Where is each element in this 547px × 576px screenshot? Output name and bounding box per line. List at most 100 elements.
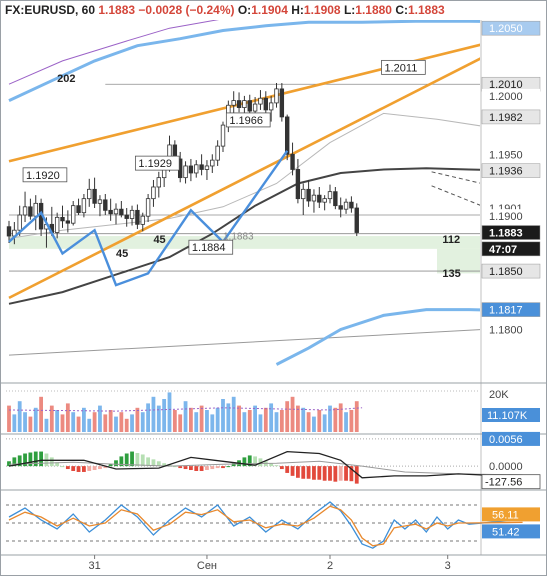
- macd-bar: [60, 466, 65, 468]
- candle: [97, 199, 103, 204]
- volume-bar: [92, 412, 97, 432]
- close-label: C:: [395, 3, 408, 17]
- price-axis-tag: [482, 147, 540, 162]
- candle: [343, 201, 349, 210]
- macd-bar: [354, 466, 359, 484]
- macd-bar: [290, 466, 295, 476]
- macd-bar: [349, 466, 354, 482]
- macd-bar: [124, 453, 129, 467]
- low-value: 1.1880: [355, 3, 392, 17]
- candle: [87, 188, 92, 200]
- volume-bar: [151, 396, 156, 432]
- candle: [92, 188, 97, 204]
- candle: [258, 97, 263, 105]
- volume-bar: [119, 412, 124, 432]
- macd-bar: [151, 459, 156, 467]
- macd-bar: [328, 466, 332, 481]
- macd-bar: [322, 466, 327, 481]
- macd-bar: [226, 466, 231, 468]
- candle: [71, 205, 76, 224]
- close-value: 1.1883: [408, 3, 445, 17]
- support-zone: [437, 248, 480, 274]
- candle: [183, 165, 188, 179]
- price-axis-tag: [482, 209, 540, 224]
- volume-bar: [71, 412, 76, 432]
- time-axis-label: Сен: [197, 560, 217, 572]
- macd-bar: [253, 456, 257, 467]
- symbol-name: FX:EURUSD, 60: [5, 3, 96, 17]
- volume-value-label: 11.107K: [487, 410, 528, 422]
- macd-bar: [87, 466, 92, 471]
- macd-line: [8, 450, 523, 479]
- candle: [188, 165, 194, 174]
- macd-bar: [269, 463, 274, 467]
- volume-bar: [146, 403, 150, 432]
- candle: [295, 169, 301, 200]
- volume-bar: [231, 396, 236, 432]
- candle: [306, 188, 311, 202]
- macd-bar: [76, 466, 81, 472]
- volume-bar: [258, 414, 263, 432]
- stoch-axis-label: 56.11: [492, 509, 519, 521]
- macd-bar: [130, 451, 134, 467]
- candle: [290, 153, 295, 170]
- macd-bar: [55, 462, 60, 467]
- volume-bar: [114, 416, 118, 432]
- candle: [156, 177, 161, 188]
- price-axis-tag: [482, 88, 540, 103]
- volume-bar: [301, 407, 306, 432]
- volume-bar: [205, 410, 209, 432]
- price-axis-label: 1.1950: [489, 149, 523, 161]
- candle: [151, 186, 156, 200]
- macd-bar: [33, 451, 38, 467]
- macd-bar: [135, 453, 140, 467]
- forecast-path-left: [8, 150, 289, 287]
- volume-bar: [124, 418, 129, 432]
- volume-bar: [7, 405, 11, 432]
- macd-bar: [92, 466, 97, 471]
- volume-bar: [140, 412, 145, 432]
- macd-bar: [210, 466, 215, 470]
- volume-bar: [55, 410, 60, 432]
- price-label-box: [225, 112, 271, 128]
- candle: [349, 201, 354, 209]
- macd-bar: [172, 466, 177, 468]
- volume-value-tag: [482, 408, 540, 422]
- price-axis-label: 1.1883: [489, 228, 523, 240]
- volume-bar: [156, 405, 161, 432]
- candle: [242, 100, 247, 108]
- price-axis-label: 1.2050: [489, 23, 523, 35]
- wave-label: 45: [116, 248, 128, 260]
- candle: [311, 194, 317, 202]
- price-axis-label: 1.1850: [489, 266, 523, 278]
- macd-axis-label: -127.56: [485, 477, 522, 489]
- price-axis-tag: [481, 302, 541, 317]
- volume-bar: [199, 405, 204, 432]
- candle: [135, 209, 140, 225]
- candle: [274, 88, 279, 104]
- long-trend-line: [8, 329, 480, 356]
- candle: [60, 216, 65, 222]
- wave-label: 112: [442, 234, 460, 246]
- high-label: H:: [291, 3, 304, 17]
- candle: [263, 97, 268, 111]
- price-axis-label: 47:07: [489, 244, 517, 256]
- candle: [119, 208, 124, 216]
- time-axis-label: 31: [88, 560, 100, 572]
- volume-bar: [306, 412, 311, 432]
- macd-bar: [39, 451, 43, 467]
- volume-bar: [60, 414, 65, 432]
- macd-bar: [247, 455, 252, 467]
- candle: [268, 102, 274, 111]
- volume-bar: [221, 399, 225, 432]
- volume-bar: [317, 410, 322, 432]
- time-axis-label: 3: [445, 560, 451, 572]
- volume-bar: [178, 414, 183, 432]
- price-label: 1.2011: [385, 62, 418, 74]
- price-axis-label: 1.2000: [489, 91, 523, 103]
- volume-bar: [242, 412, 247, 432]
- macd-axis-label: 0.0056: [489, 434, 523, 446]
- candle: [338, 205, 343, 210]
- macd-bar: [285, 466, 290, 473]
